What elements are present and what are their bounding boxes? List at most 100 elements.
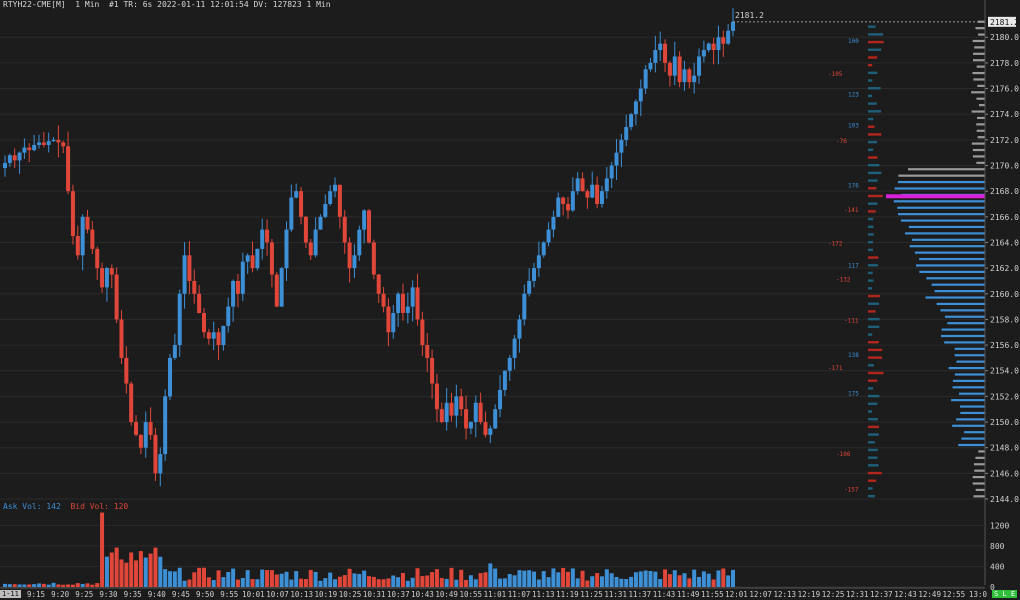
candle-body: [226, 306, 231, 326]
delta-label-red: -105: [828, 71, 843, 78]
volume-bar: [410, 577, 415, 587]
candle-body: [197, 293, 202, 314]
candle-body: [396, 293, 401, 314]
candle-body: [36, 142, 41, 145]
volume-bar: [153, 547, 158, 587]
delta-label-blue: 117: [848, 262, 859, 269]
delta-cell: [868, 202, 878, 205]
volume-profile-bar: [908, 168, 985, 171]
volume-profile-bar: [893, 200, 985, 203]
candle-body: [279, 268, 284, 307]
candle-body: [371, 242, 376, 275]
candle-body: [595, 184, 600, 204]
volume-bar: [46, 584, 51, 587]
last-price-marker-label: 2181.2: [990, 18, 1019, 27]
time-axis-label: 11:37: [629, 590, 652, 599]
candle-body: [633, 101, 638, 115]
volume-bar: [658, 579, 663, 587]
volume-profile-bar: [977, 116, 985, 120]
candle-body: [502, 370, 507, 390]
volume-bar: [667, 574, 672, 587]
volume-bar: [260, 569, 265, 587]
time-axis-label: 11:43: [653, 590, 676, 599]
volume-bar: [245, 570, 250, 587]
candle-body: [638, 88, 643, 102]
volume-profile-bar: [975, 456, 985, 459]
volume-bar: [206, 577, 211, 587]
volume-bar: [70, 584, 75, 587]
candle-body: [95, 248, 100, 269]
volume-bar: [565, 571, 570, 587]
price-axis-label: 2158.0: [990, 315, 1019, 324]
volume-bar: [405, 580, 410, 587]
volume-profile-bar: [976, 65, 985, 68]
volume-bar: [400, 572, 405, 587]
time-axis-label: 10:55: [459, 590, 482, 599]
volume-bar: [85, 583, 90, 587]
candle-body: [701, 50, 706, 57]
delta-cell: [868, 364, 875, 367]
delta-label-red: -157: [844, 487, 859, 494]
candle-body: [551, 216, 556, 230]
candle-body: [201, 313, 206, 333]
volume-profile-bar: [951, 399, 985, 402]
delta-cell: [868, 117, 874, 121]
volume-bar: [221, 577, 226, 587]
candle-body: [153, 434, 158, 474]
delta-cell: [868, 287, 873, 290]
candle-body: [658, 43, 663, 51]
candle-body: [41, 142, 46, 145]
candle-body: [517, 319, 522, 339]
volume-bar: [536, 579, 541, 587]
volume-profile-bar: [954, 373, 985, 376]
candle-body: [303, 216, 308, 243]
volume-bar: [342, 575, 347, 587]
candle-body: [488, 428, 493, 435]
volume-bar: [61, 584, 66, 587]
volume-profile-bar: [931, 283, 985, 286]
volume-profile-bar: [977, 20, 985, 23]
time-axis-label: 11:55: [701, 590, 724, 599]
candle-body: [706, 43, 711, 51]
volume-axis-label: 800: [990, 542, 1005, 551]
price-axis-label: 2180.0: [990, 33, 1019, 42]
volume-profile-bar: [940, 309, 985, 312]
volume-bar: [255, 579, 260, 587]
candle-body: [405, 306, 410, 314]
candle-body: [619, 139, 624, 153]
time-axis-label: 9:25: [75, 590, 93, 599]
price-axis-label: 2144.0: [990, 495, 1019, 504]
candle-body: [347, 242, 352, 269]
candle-body: [454, 396, 459, 416]
candle-body: [498, 389, 503, 410]
volume-profile-bar: [919, 270, 985, 273]
volume-bar: [541, 571, 546, 587]
volume-bar: [502, 578, 507, 587]
volume-profile-bar: [973, 78, 985, 81]
time-axis-label: 9:35: [124, 590, 142, 599]
volume-bar: [124, 562, 129, 587]
right-corner-status[interactable]: S L E: [992, 590, 1018, 598]
time-axis-label: 10:13: [290, 590, 313, 599]
volume-bar: [187, 579, 192, 587]
volume-bar: [415, 568, 420, 587]
candle-body: [308, 242, 313, 256]
volume-bar: [362, 570, 367, 587]
time-axis-label: 11:25: [580, 590, 603, 599]
candle-body: [143, 422, 148, 448]
volume-bar: [143, 557, 148, 587]
volume-bar: [716, 570, 721, 587]
volume-bar: [129, 552, 134, 587]
volume-bar: [294, 571, 299, 587]
candle-body: [240, 261, 245, 294]
volume-bar: [357, 573, 362, 587]
candle-body: [56, 139, 61, 143]
delta-cell: [868, 225, 874, 228]
candle-body: [75, 236, 80, 256]
volume-bar: [459, 569, 464, 587]
volume-profile-bar: [940, 334, 985, 338]
volume-bar: [430, 572, 435, 587]
time-axis-label: 12:13: [773, 590, 796, 599]
volume-bar: [163, 569, 168, 587]
